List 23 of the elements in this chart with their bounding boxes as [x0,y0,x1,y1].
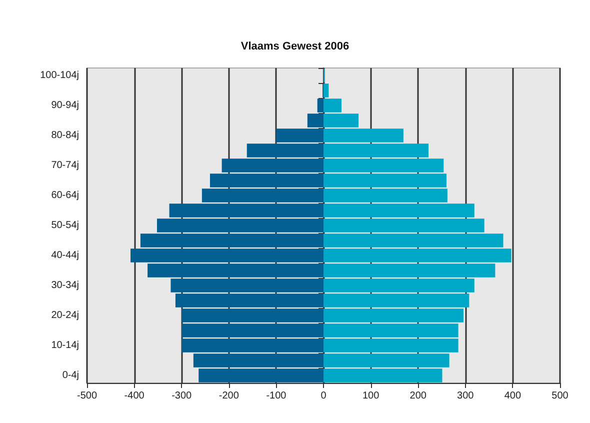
x-tick-label: -400 [124,390,145,402]
y-tick-label: 30-34j [51,280,79,291]
x-tick-label: 400 [504,390,522,402]
y-tick-label: 90-94j [51,100,79,111]
x-tick-label: 200 [410,390,427,402]
x-tick-label: -500 [76,390,98,402]
chart-title: Vlaams Gewest 2006 [240,40,350,52]
y-tick-label: 50-54j [51,220,79,231]
y-tick-label: 40-44j [51,250,79,261]
y-tick-label: 0-4j [62,370,79,381]
y-tick-label: 60-64j [51,190,79,201]
y-tick-label: 70-74j [51,160,79,171]
x-tick-label: -300 [172,390,192,402]
x-tick-label: 300 [457,390,474,402]
x-tick-label: 0 [320,390,327,402]
x-tick-label: -200 [218,390,240,402]
x-tick-label: -100 [266,390,287,402]
y-tick-label: 10-14j [51,340,79,351]
y-tick-label: 80-84j [51,130,79,141]
x-tick-label: 100 [362,390,380,402]
y-tick-label: 20-24j [51,310,79,321]
y-tick-label: 100-104j [40,70,79,81]
x-tick-label: 500 [552,390,569,402]
